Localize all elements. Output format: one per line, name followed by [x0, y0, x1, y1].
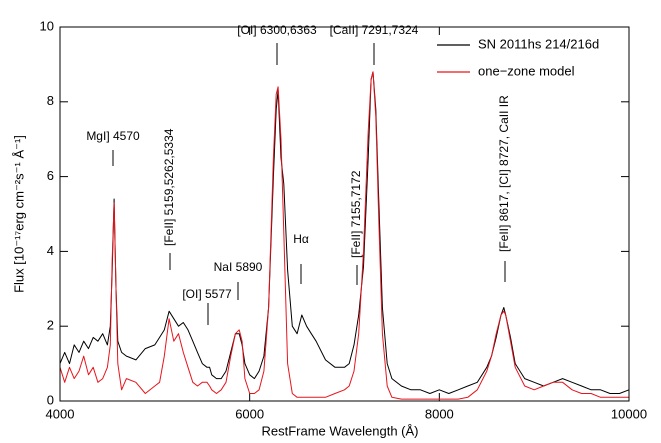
- spectrum-line: [59, 71, 629, 400]
- line-annotation: Hα: [293, 232, 309, 246]
- spectrum-line: [59, 71, 630, 394]
- line-annotation: MgI] 4570: [86, 129, 140, 143]
- x-tick-label: 10000: [611, 406, 647, 421]
- plot-frame: [59, 26, 630, 402]
- y-tick-label: 0: [47, 392, 54, 407]
- x-tick-label: 4000: [46, 406, 75, 421]
- line-annotation: NaI 5890: [214, 260, 263, 274]
- x-tick-label: 8000: [425, 406, 454, 421]
- line-annotation: [FeII] 7155,7172: [349, 170, 363, 258]
- y-tick-label: 10: [40, 18, 54, 33]
- legend-label: one−zone model: [478, 63, 575, 78]
- y-tick-label: 2: [47, 318, 54, 333]
- line-annotation: [FeII] 5159,5262,5334: [162, 128, 176, 246]
- line-annotation: [FeII] 8617, [CI] 8727, CaII IR: [497, 95, 511, 252]
- legend-label: SN 2011hs 214/216d: [478, 36, 599, 51]
- line-annotation: [OI] 5577: [182, 287, 232, 301]
- y-tick-label: 4: [47, 243, 54, 258]
- x-tick-label: 6000: [235, 406, 264, 421]
- line-annotation: [CaII] 7291,7324: [330, 23, 419, 37]
- y-tick-label: 8: [47, 93, 54, 108]
- y-axis-label: Flux [10⁻¹⁷erg cm⁻²s⁻¹ Å⁻¹]: [11, 135, 26, 293]
- y-tick-label: 6: [47, 168, 54, 183]
- line-annotation: [OI] 6300,6363: [237, 23, 317, 37]
- x-axis-label: RestFrame Wavelength (Å): [261, 423, 418, 438]
